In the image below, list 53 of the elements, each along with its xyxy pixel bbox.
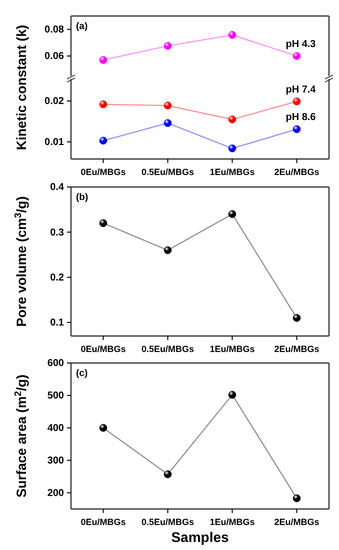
y-tick-label: 0.3 bbox=[50, 227, 64, 238]
x-tick-label: 0.5Eu/MBGs bbox=[141, 167, 194, 177]
y-tick-label: 600 bbox=[47, 358, 64, 370]
point bbox=[228, 210, 236, 218]
series-label: pH 4.3 bbox=[286, 39, 316, 50]
x-tick-label: 0.5Eu/MBGs bbox=[141, 344, 194, 354]
point bbox=[228, 144, 236, 152]
x-tick-label: 2Eu/MBGs bbox=[274, 517, 320, 527]
annotation: (b) bbox=[76, 192, 88, 203]
annotation: (c) bbox=[76, 368, 88, 379]
x-tick-label: 1Eu/MBGs bbox=[210, 517, 255, 527]
point bbox=[164, 102, 172, 110]
y-tick-label: 0.02 bbox=[44, 96, 64, 108]
annotation: (a) bbox=[76, 21, 88, 32]
y-tick-label: 300 bbox=[47, 456, 64, 467]
x-tick-label: 2Eu/MBGs bbox=[274, 167, 320, 177]
point bbox=[99, 219, 108, 228]
x-axis-title: Samples bbox=[171, 529, 230, 545]
y-tick-label: 0.2 bbox=[50, 272, 64, 284]
y-tick-label: 400 bbox=[47, 423, 64, 434]
series-label: pH 7.4 bbox=[286, 84, 316, 96]
point bbox=[164, 119, 172, 127]
x-tick-label: 0Eu/MBGs bbox=[80, 167, 126, 177]
x-tick-label: 0Eu/MBGs bbox=[80, 344, 126, 354]
point bbox=[292, 125, 301, 134]
y-tick-label: 0.1 bbox=[50, 318, 64, 329]
y-tick-label: 500 bbox=[47, 390, 64, 402]
y-tick-label: 0.4 bbox=[50, 182, 64, 194]
x-tick-label: 2Eu/MBGs bbox=[274, 344, 320, 354]
point bbox=[164, 246, 172, 254]
point bbox=[228, 31, 236, 39]
point bbox=[228, 116, 236, 124]
point bbox=[99, 424, 108, 432]
x-tick-label: 0Eu/MBGs bbox=[80, 517, 126, 527]
y-tick-label: 200 bbox=[47, 488, 64, 499]
point bbox=[292, 52, 301, 60]
point bbox=[99, 56, 108, 64]
x-tick-label: 1Eu/MBGs bbox=[210, 167, 255, 177]
y-tick-label: 0.01 bbox=[44, 137, 64, 148]
point bbox=[292, 98, 301, 106]
point bbox=[164, 42, 172, 50]
y-tick-label: 0.08 bbox=[44, 24, 64, 36]
point bbox=[99, 136, 108, 145]
point bbox=[164, 470, 172, 478]
x-tick-label: 1Eu/MBGs bbox=[210, 344, 255, 354]
point bbox=[292, 494, 301, 502]
point bbox=[292, 314, 301, 322]
point bbox=[99, 100, 108, 108]
x-tick-label: 0.5Eu/MBGs bbox=[141, 517, 194, 527]
point bbox=[228, 390, 236, 399]
y-axis-title: Kinetic constant (k) bbox=[14, 24, 29, 150]
y-tick-label: 0.06 bbox=[44, 51, 64, 62]
series-label: pH 8.6 bbox=[286, 112, 316, 124]
